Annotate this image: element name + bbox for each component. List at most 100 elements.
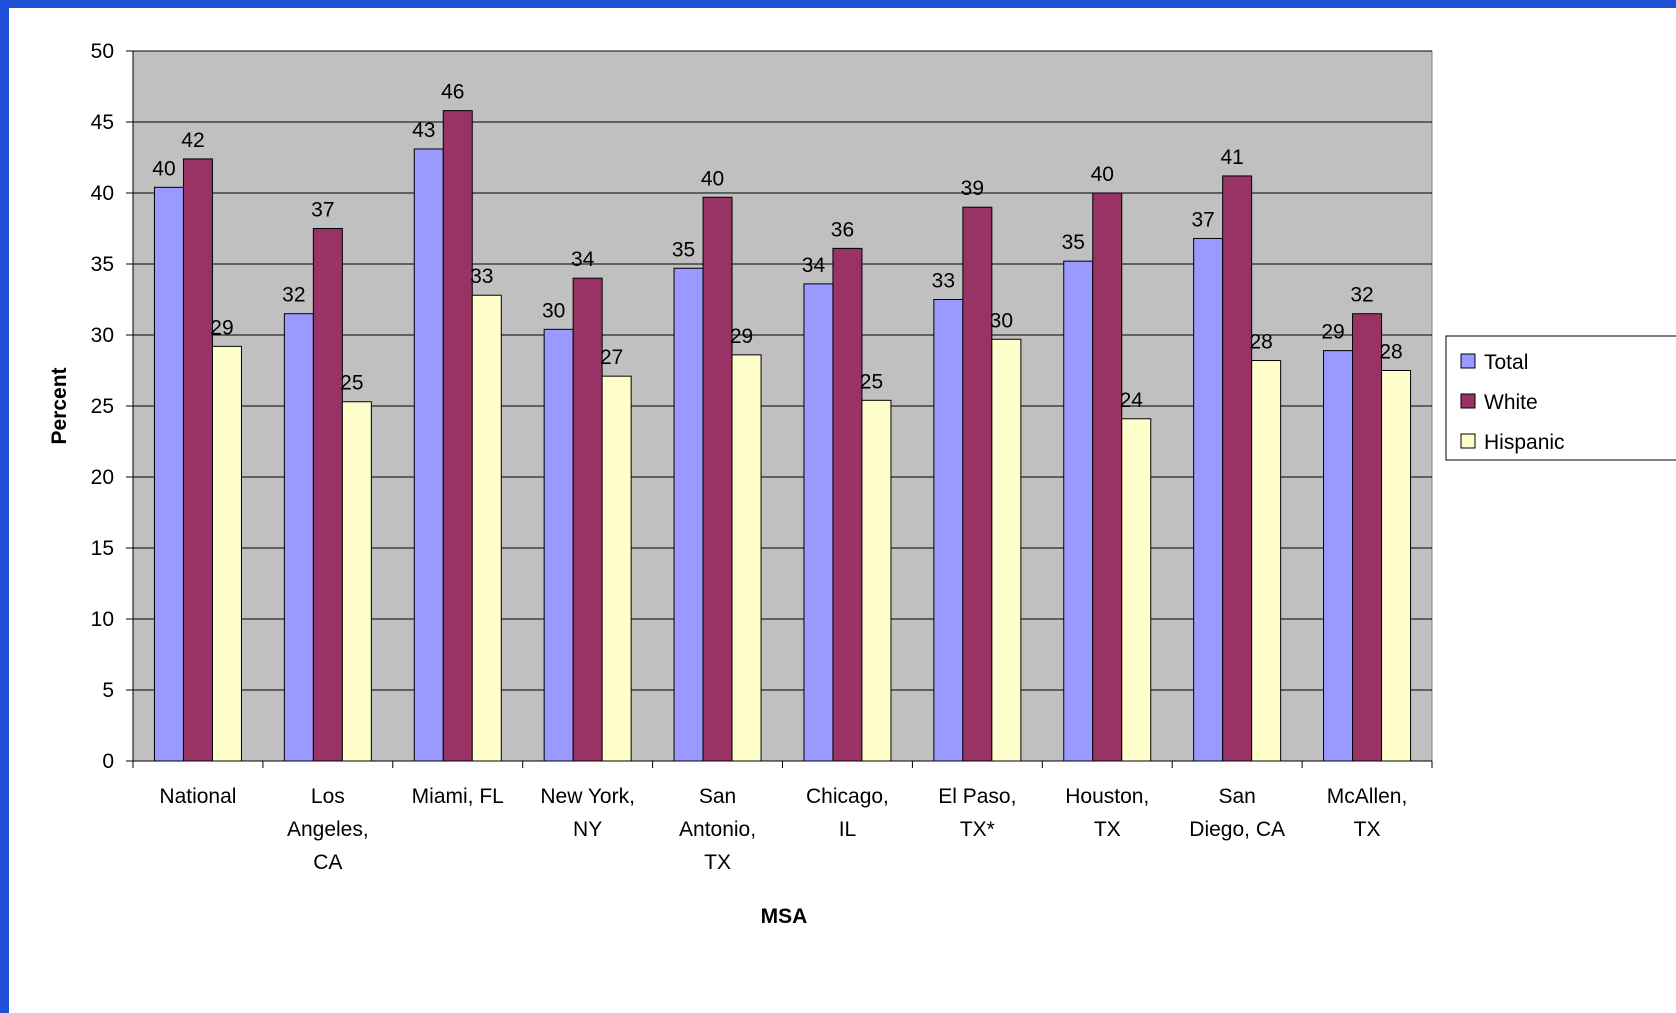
bar-white-2	[442, 110, 473, 762]
bar-total-6	[933, 299, 964, 762]
data-label: 28	[1379, 341, 1402, 364]
bar-hispanic-6	[991, 338, 1022, 762]
category-label: Houston,	[1065, 785, 1149, 808]
y-axis: 0 5 10 15 20 25 30 35 40 45 50	[91, 40, 134, 773]
data-label: 43	[412, 119, 435, 142]
data-label: 42	[181, 129, 204, 152]
legend-swatch-hispanic	[1460, 433, 1476, 449]
bar-hispanic-1	[341, 401, 372, 762]
x-axis-title: MSA	[761, 905, 808, 928]
bar-hispanic-4	[731, 354, 762, 762]
category-label: IL	[839, 818, 857, 841]
bar-total-9	[1323, 350, 1354, 762]
data-label: 30	[990, 309, 1013, 332]
chart-frame: 0 5 10 15 20 25 30 35 40 45 50 40 42 29 32 37 25 43 46 33 3…	[9, 8, 1676, 1013]
data-label: 39	[961, 177, 984, 200]
bar-total-4	[673, 267, 704, 762]
bar-hispanic-5	[861, 399, 892, 762]
data-labels: 4042293237254346333034273540293436253339…	[152, 81, 1402, 412]
bar-white-7	[1092, 192, 1123, 762]
y-tick-label: 30	[91, 324, 114, 347]
data-label: 40	[152, 157, 175, 180]
category-label: San	[1218, 785, 1255, 808]
legend-swatch-total	[1460, 353, 1476, 369]
y-tick-label: 45	[91, 111, 114, 134]
data-label: 37	[311, 199, 334, 222]
category-label: TX*	[960, 818, 995, 841]
legend-box	[1445, 335, 1676, 461]
data-label: 30	[542, 299, 565, 322]
bar-total-7	[1063, 260, 1094, 762]
bar-hispanic-8	[1251, 360, 1282, 762]
data-label: 29	[210, 316, 233, 339]
bar-white-1	[312, 228, 343, 762]
bar-white-3	[572, 277, 603, 762]
category-label: Chicago,	[806, 785, 889, 808]
bar-total-1	[283, 313, 314, 762]
y-axis-title: Percent	[48, 367, 71, 444]
data-label: 40	[1091, 163, 1114, 186]
bar-hispanic-0	[211, 345, 242, 762]
data-label: 24	[1120, 389, 1144, 412]
category-label: Miami, FL	[412, 785, 504, 808]
data-label: 46	[441, 81, 464, 104]
bar-white-9	[1352, 313, 1383, 762]
bars	[153, 110, 1412, 762]
bar-chart: 0 5 10 15 20 25 30 35 40 45 50 40 42 29 32 37 25 43 46 33 3…	[48, 40, 1676, 928]
category-label: Angeles,	[287, 818, 369, 841]
category-label: NY	[573, 818, 602, 841]
x-axis	[132, 760, 1433, 768]
bar-total-8	[1193, 237, 1224, 762]
data-label: 41	[1220, 146, 1243, 169]
y-tick-label: 50	[91, 40, 114, 63]
data-label: 34	[571, 248, 595, 271]
legend-label-total: Total	[1484, 351, 1528, 374]
category-label: Diego, CA	[1189, 818, 1285, 841]
category-label: CA	[313, 851, 342, 874]
bar-white-6	[962, 206, 993, 762]
bar-total-0	[153, 186, 184, 762]
category-label: TX	[1094, 818, 1121, 841]
category-label: Los	[311, 785, 345, 808]
data-label: 25	[340, 372, 363, 395]
bar-white-5	[832, 247, 863, 762]
data-label: 33	[932, 270, 955, 293]
category-label: TX	[704, 851, 731, 874]
category-label: McAllen,	[1327, 785, 1408, 808]
data-label: 35	[672, 238, 695, 261]
y-tick-label: 0	[102, 750, 114, 773]
data-label: 32	[1350, 284, 1373, 307]
y-tick-label: 35	[91, 253, 114, 276]
y-tick-label: 5	[102, 679, 114, 702]
bar-white-8	[1222, 175, 1253, 762]
data-label: 34	[802, 254, 826, 277]
category-label: TX	[1354, 818, 1381, 841]
data-label: 29	[1321, 321, 1344, 344]
legend-swatch-white	[1460, 393, 1476, 409]
legend-label-hispanic: Hispanic	[1484, 431, 1565, 454]
category-label: National	[159, 785, 236, 808]
bar-hispanic-3	[601, 375, 632, 762]
data-label: 33	[470, 265, 493, 288]
data-label: 27	[600, 346, 623, 369]
y-tick-label: 40	[91, 182, 114, 205]
bar-white-4	[702, 196, 733, 762]
bar-total-2	[413, 148, 444, 762]
bar-hispanic-7	[1121, 418, 1152, 762]
category-label: El Paso,	[938, 785, 1016, 808]
category-labels: National Los Angeles, CA Miami, FL New York, N…	[159, 785, 1407, 874]
y-tick-label: 15	[91, 537, 114, 560]
data-label: 36	[831, 218, 854, 241]
bar-hispanic-9	[1381, 370, 1412, 762]
category-label: San	[699, 785, 736, 808]
data-label: 29	[730, 325, 753, 348]
data-label: 28	[1249, 331, 1272, 354]
data-label: 32	[282, 284, 305, 307]
legend: Total White Hispanic	[1445, 335, 1676, 461]
data-label: 37	[1191, 208, 1214, 231]
data-label: 40	[701, 167, 724, 190]
y-tick-label: 25	[91, 395, 114, 418]
legend-label-white: White	[1484, 391, 1538, 414]
data-label: 25	[860, 370, 883, 393]
bar-total-3	[543, 328, 574, 762]
